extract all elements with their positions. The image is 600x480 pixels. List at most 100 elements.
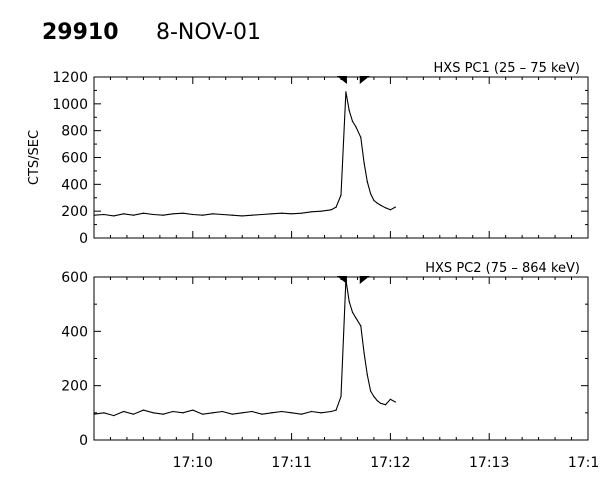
data-point (384, 404, 387, 406)
event-id: 29910 (42, 20, 119, 45)
chart-panel-1: 0 200 400 600 800 1000 1200 HXS PC1 (25 – 75 ke… (27, 61, 589, 247)
data-point (251, 214, 253, 216)
data-point (132, 214, 135, 216)
data-point (93, 214, 95, 216)
data-point (345, 91, 347, 93)
chart-panel-2: 0 200 400 600 17:10 17:11 17:12 17:13 17:14 HXS P… (61, 261, 600, 471)
data-point (172, 213, 174, 215)
y-tick-label: 800 (61, 124, 88, 140)
data-point (373, 395, 375, 398)
y-tick-label: 600 (61, 151, 88, 167)
data-point (261, 213, 263, 216)
data-point (376, 400, 378, 402)
plot-frame (93, 76, 589, 239)
data-point (370, 390, 372, 392)
data-point (340, 194, 342, 196)
data-point (162, 413, 164, 415)
data-point (384, 207, 387, 209)
data-point (202, 413, 204, 415)
y-tick-label: 200 (61, 204, 88, 220)
data-point (335, 206, 337, 208)
data-point (351, 120, 354, 122)
data-point (330, 410, 332, 413)
data-point (389, 398, 391, 400)
data-point (281, 212, 283, 214)
data-point (182, 212, 184, 214)
data-point (379, 204, 382, 206)
y-tick-label: 200 (61, 379, 88, 395)
data-point (241, 412, 243, 414)
interval-marker (336, 76, 347, 84)
data-point (360, 136, 362, 138)
data-point (241, 215, 243, 217)
data-point (366, 374, 368, 376)
data-point (212, 213, 214, 215)
data-point (221, 410, 223, 413)
data-point (348, 300, 350, 303)
data-point (192, 213, 194, 216)
data-point (202, 214, 204, 216)
data-point (221, 213, 223, 216)
data-point (355, 317, 357, 319)
x-tick-label: 17:12 (370, 455, 410, 471)
data-point (231, 413, 233, 415)
data-point (373, 199, 375, 201)
data-point (113, 215, 115, 217)
data-point (93, 413, 95, 415)
y-tick-label: 600 (61, 270, 88, 286)
data-point (320, 412, 322, 414)
x-tick-label: 17:13 (469, 455, 509, 471)
chart-title: HXS PC2 (75 – 864 keV) (425, 261, 580, 276)
data-point (376, 202, 378, 204)
data-point (363, 162, 365, 164)
data-point (172, 410, 174, 413)
data-point (351, 311, 354, 313)
data-point (231, 214, 233, 216)
y-tick-label: 0 (79, 231, 88, 247)
data-point (281, 410, 283, 413)
data-point (310, 410, 312, 413)
data-point (370, 193, 372, 195)
chart-panels: 0 200 400 600 800 1000 1200 HXS PC1 (25 – 75 ke… (27, 61, 600, 471)
data-point (348, 109, 350, 112)
data-point (300, 212, 303, 214)
data-point (330, 209, 332, 211)
y-tick-label: 400 (61, 177, 88, 193)
data-point (379, 402, 382, 404)
data-point (394, 401, 396, 403)
data-point (394, 206, 396, 208)
data-point (103, 412, 105, 414)
data-point (152, 213, 154, 216)
series-line (93, 279, 396, 417)
data-point (162, 214, 164, 216)
chart-title: HXS PC1 (25 – 75 keV) (434, 61, 580, 76)
y-tick-label: 1000 (52, 97, 88, 113)
y-tick-label: 0 (79, 433, 88, 449)
series-line (93, 91, 396, 217)
data-point (345, 279, 347, 281)
data-point (113, 415, 115, 417)
data-point (291, 412, 293, 414)
data-point (389, 209, 391, 211)
data-point (123, 213, 125, 215)
x-tick-label: 17:14 (568, 455, 600, 471)
data-point (320, 210, 322, 212)
data-point (271, 412, 273, 414)
data-point (123, 410, 125, 413)
data-point (310, 211, 312, 213)
data-point (360, 325, 362, 327)
event-date: 8-NOV-01 (156, 20, 261, 45)
y-tick-label: 400 (61, 324, 88, 340)
data-point (192, 409, 194, 411)
interval-marker (359, 276, 370, 284)
data-point (212, 412, 214, 414)
x-tick-label: 17:11 (271, 455, 311, 471)
data-point (142, 212, 144, 214)
data-point (300, 413, 303, 415)
interval-marker (336, 276, 347, 284)
data-point (355, 126, 357, 128)
data-point (142, 409, 144, 411)
data-point (182, 412, 184, 414)
interval-marker (359, 76, 370, 84)
